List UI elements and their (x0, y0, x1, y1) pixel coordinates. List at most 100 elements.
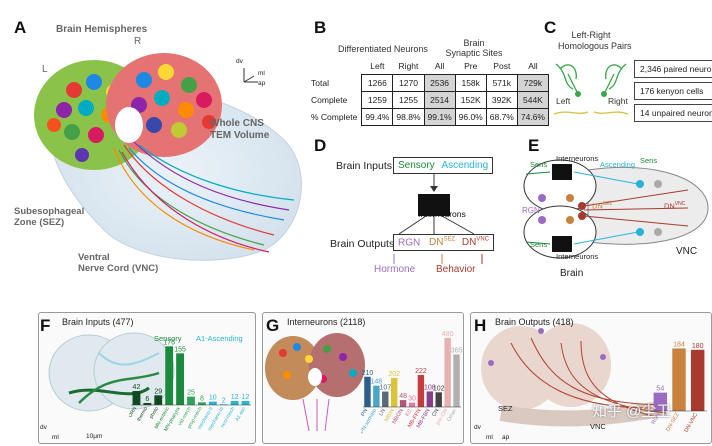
bar-value-label: 176 (163, 339, 175, 346)
table-row: Total 1266 1270 2536 158k 571k 729k (308, 74, 549, 92)
cns-volume-label: Whole CNS TEM Volume (210, 118, 270, 141)
right-hemisphere-label: R (134, 36, 142, 47)
vnc-label: Ventral Nerve Cord (VNC) (78, 252, 159, 274)
rgn-label: RGN (398, 237, 421, 249)
panel-a-title: Brain Hemispheres (56, 24, 148, 35)
col-all: All (434, 61, 445, 71)
bar-ln (382, 391, 389, 407)
list-item: 176 kenyon cells (634, 82, 712, 100)
bar-mechano-iii (219, 404, 228, 405)
behavior-label: Behavior (436, 264, 476, 275)
inputs-box: Sensory Ascending (393, 157, 494, 174)
bar-prop-mech (197, 402, 206, 405)
right-label: Right (608, 96, 628, 106)
bar-pre-dn (444, 337, 451, 407)
panel-e-letter: E (528, 136, 540, 155)
rgn-label-e: RGN (522, 206, 540, 215)
bar-pn-somato (373, 385, 380, 407)
panel-h-axis-dv: dv (474, 424, 481, 431)
synaptic-sites-header: Brain Synaptic Sites (445, 38, 503, 58)
legend-sensory: Sensory (154, 334, 182, 343)
homologous-pairs-title: Left-Right Homologous Pairs (558, 30, 632, 51)
bar-category-label: LN (378, 408, 387, 417)
brain-outputs-label: Brain Outputs (330, 238, 395, 250)
bar-noci-mech (230, 401, 239, 405)
bar-value-label: 25 (187, 390, 195, 397)
col-right: Right (398, 61, 419, 71)
bar-dn-vnc (690, 349, 705, 411)
sez-label: Subesophageal Zone (SEZ) (14, 206, 85, 228)
bar-category-label: A1-asc (234, 406, 247, 423)
ascending-label-e: Ascending (600, 160, 636, 169)
bar-category-label: Other (446, 408, 458, 423)
panel-h-frame: 54 RGN 184 DN-SEZ 180 DN-VNC (470, 312, 712, 444)
left-hemisphere-label: L (42, 64, 48, 75)
dnsez-label-e: DNSEZ (592, 201, 613, 211)
bar-value-label: 2 (222, 397, 226, 404)
watermark: 知乎 @尘卫 (592, 403, 672, 420)
col-post: Post (493, 61, 511, 71)
axon-bundle (113, 141, 295, 253)
bar-value-label: 155 (174, 346, 186, 353)
bar-mbin (390, 377, 398, 407)
bar-category-label: DN-VNC (684, 412, 700, 434)
sensory-label: Sensory (398, 160, 435, 171)
panel-h-axis-ml: ml (486, 434, 493, 441)
bar-value-label: 148 (371, 379, 383, 386)
interneurons-bar-chart: 210PN148PN-somato107LN202MBIN48MBON30KC2… (361, 331, 463, 435)
bar-value-label: 54 (656, 386, 664, 393)
bar-mb-ffn (417, 375, 425, 407)
homologous-neurons-illustration (553, 63, 629, 115)
pair-counts-list: 2,346 paired neurons 176 kenyon cells 14… (634, 60, 712, 126)
hormone-label: Hormone (374, 264, 416, 275)
left-label: Left (556, 96, 571, 106)
list-item: 14 unpaired neurons (634, 104, 712, 122)
panel-c-letter: C (544, 18, 557, 37)
bar-value-label: 184 (673, 341, 685, 348)
panel-g-title: Interneurons (2118) (287, 317, 366, 327)
dnsez-label: DNSEZ (429, 237, 456, 249)
panel-d-letter: D (314, 136, 327, 155)
circuit-diagram-d (393, 174, 483, 264)
col-syn-all: All (528, 61, 538, 71)
bar-mn-enteric (165, 346, 174, 405)
brain-label-e: Brain (560, 268, 584, 279)
bar-value-label: 30 (408, 396, 416, 403)
bar-value-label: 107 (379, 385, 391, 392)
bar-value-label: 210 (362, 370, 374, 377)
panel-f-frame: 42 ORN 6 thermo 29 photo 176 MN-enteric 155 MN-ph… (38, 312, 256, 444)
table-row: % Complete 99.4% 98.8% 99.1% 96.0% 68.7%… (308, 108, 549, 126)
panel-f-axis-dv: dv (40, 424, 47, 431)
legend-ascending: A1-Ascending (196, 334, 243, 343)
panel-f-letter: F (40, 316, 51, 335)
bar-category-label: thermo (136, 406, 149, 423)
circuit-diagram-e (523, 159, 709, 259)
bar-rgn (653, 392, 668, 411)
bar-category-label: KC (405, 408, 414, 418)
panel-g-frame: 210 PN 148 PN-somato 107 LN 202 MBIN 48 MBON 30 KC 2… (262, 312, 464, 444)
sez-label-h: SEZ (498, 404, 513, 413)
brain-outputs-rendering (481, 323, 668, 427)
ascending-label: Ascending (441, 160, 489, 171)
interneurons-label-d: Interneurons (418, 209, 466, 219)
scale-bar-label: 10μm (86, 433, 103, 440)
bar-value-label: 48 (399, 393, 407, 400)
dnvnc-label-e: DNVNC (664, 201, 686, 211)
bar-photo (154, 395, 163, 405)
bar-mb-fbn (426, 391, 434, 407)
panel-a-axes: dv ml ap (236, 58, 266, 93)
bar-mn-pharynx (176, 353, 185, 405)
col-pre: Pre (464, 61, 478, 71)
axis-ml: ml (258, 70, 265, 77)
bar-value-label: 365 (451, 347, 463, 354)
interneurons-bottom-label: Interneurons (556, 252, 599, 261)
bar-value-label: 222 (415, 368, 427, 375)
bar-kc (408, 402, 416, 407)
bar-a1-asc (241, 401, 250, 405)
bar-cn (435, 392, 442, 407)
interneurons-rendering (265, 333, 365, 432)
col-left: Left (370, 61, 385, 71)
panel-h-axis-ap: ap (502, 434, 510, 441)
bar-category-label: CN (431, 408, 440, 418)
